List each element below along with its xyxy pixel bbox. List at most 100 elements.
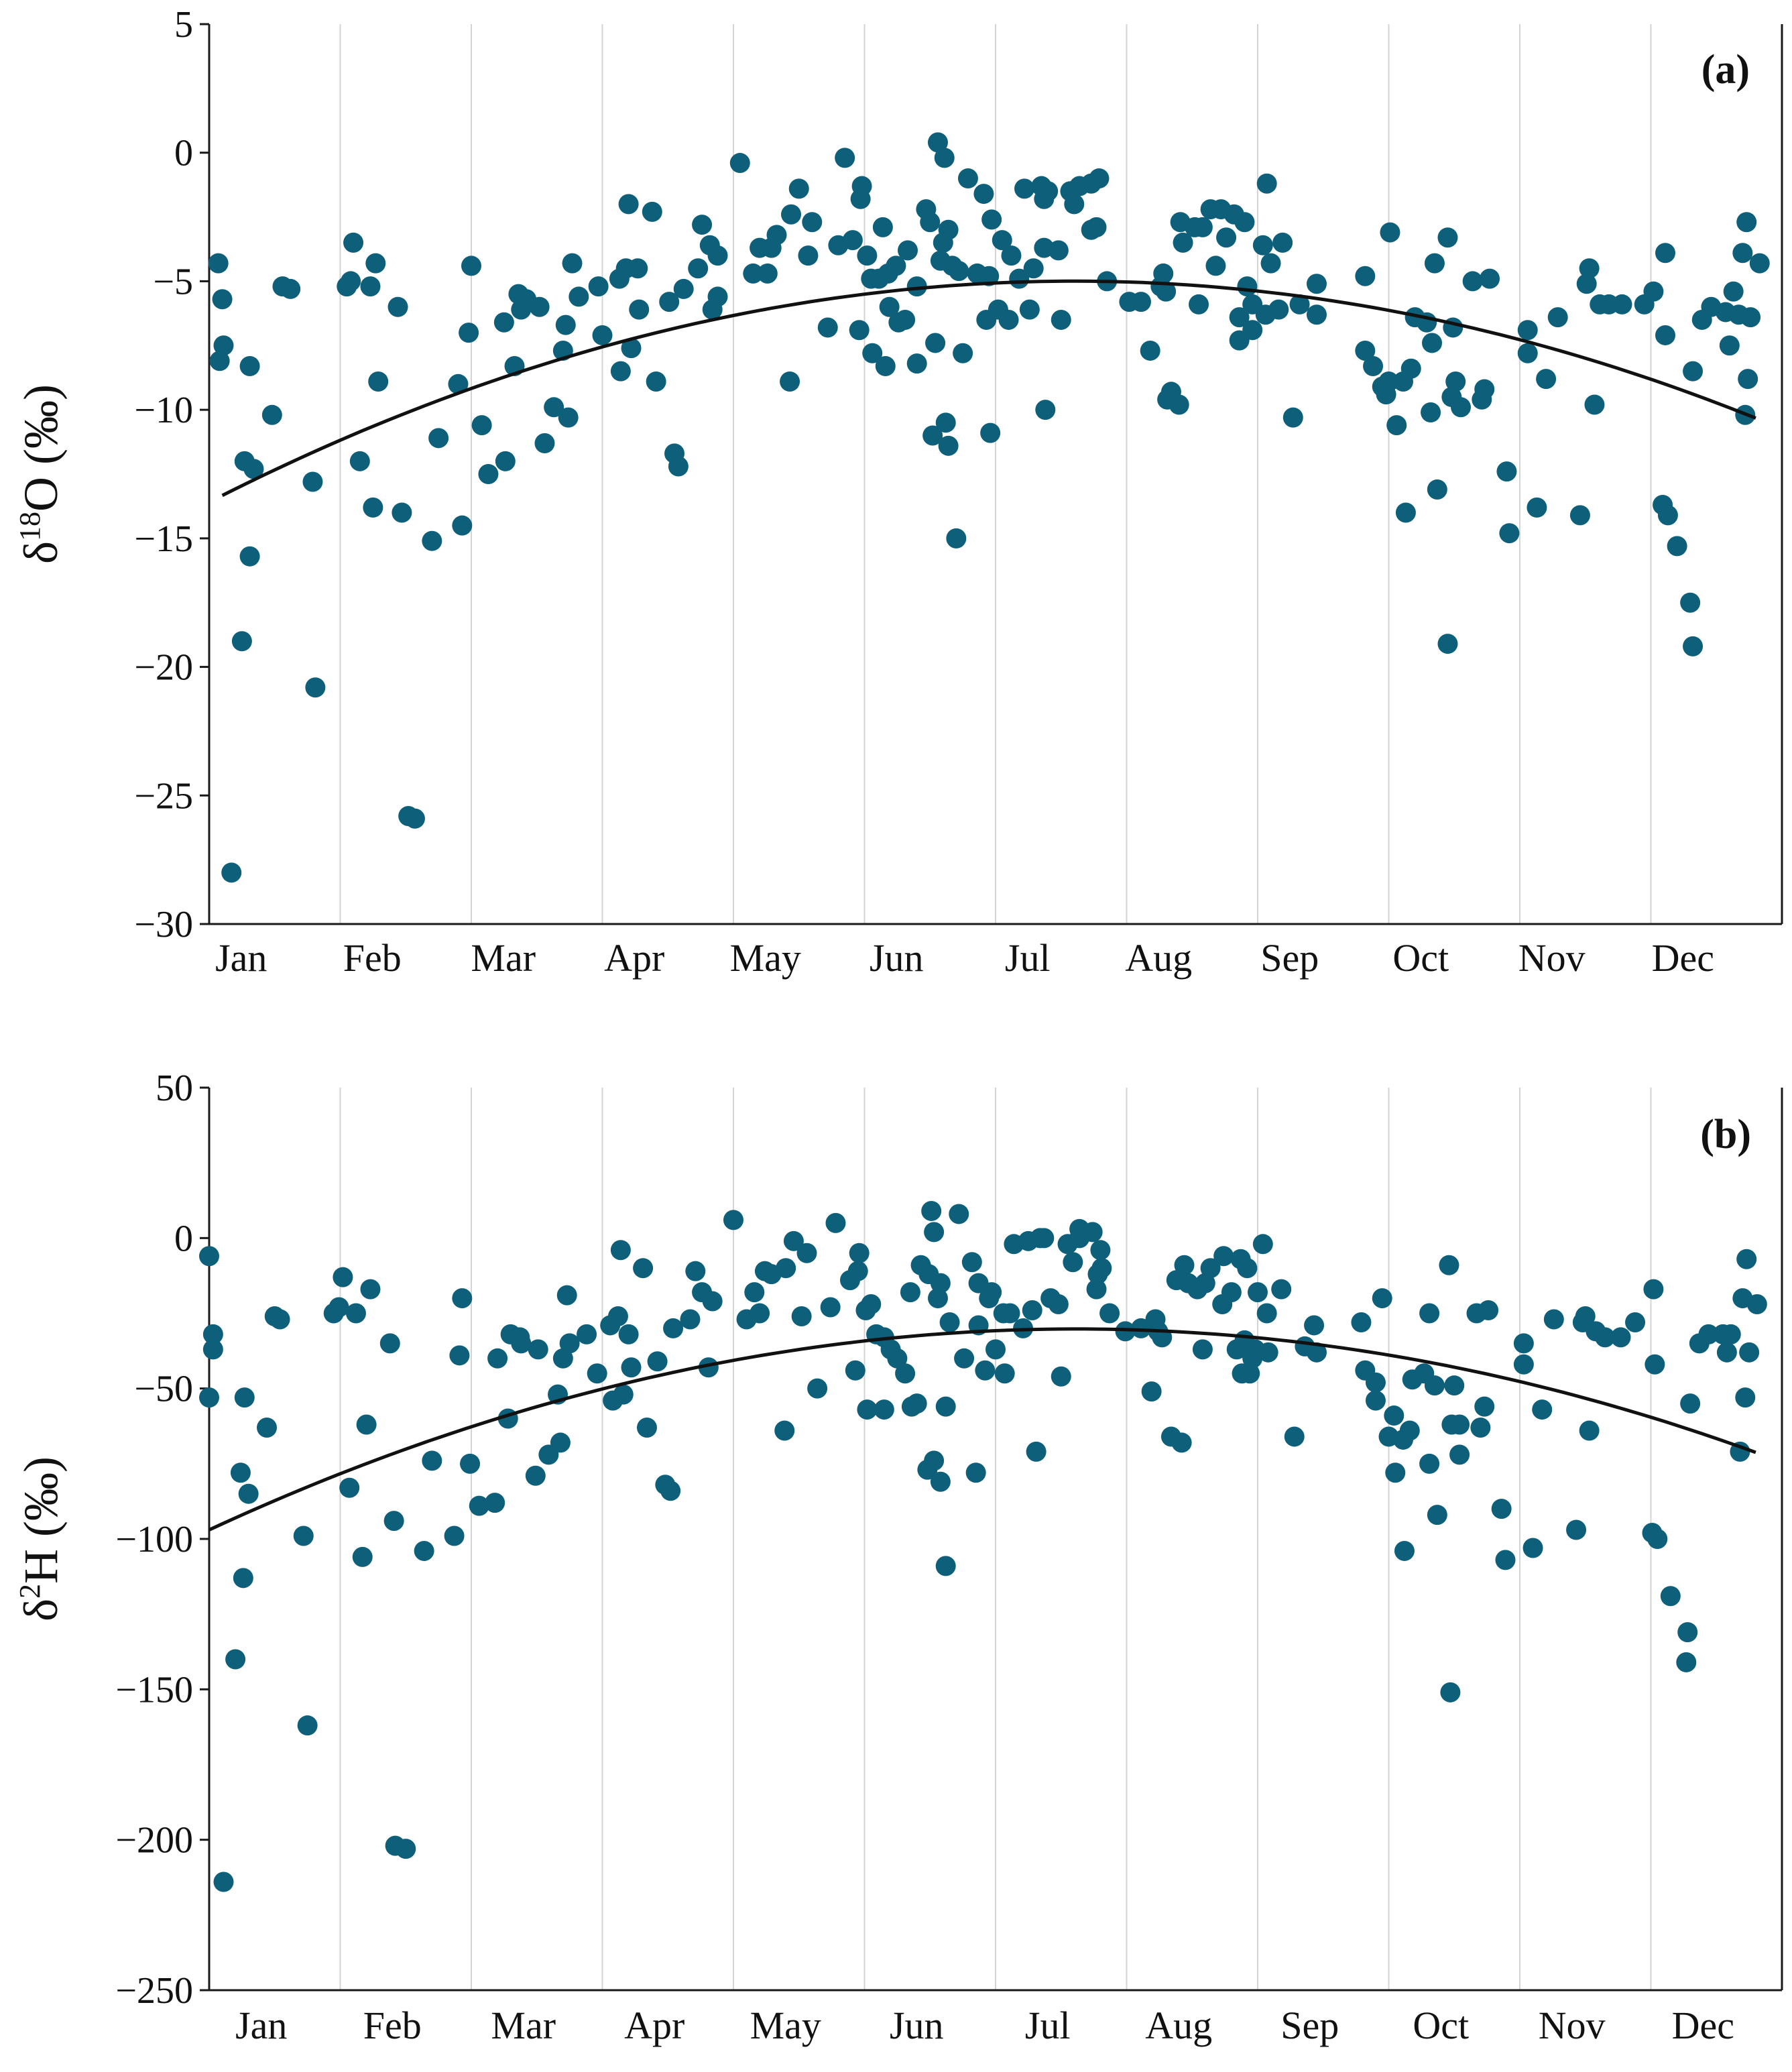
data-point xyxy=(1566,1519,1587,1540)
data-point xyxy=(1026,1441,1047,1462)
data-point xyxy=(1200,1258,1221,1279)
data-point xyxy=(1038,181,1059,202)
data-point xyxy=(257,1417,278,1438)
data-point xyxy=(796,1243,817,1263)
data-point xyxy=(487,1348,508,1369)
data-point xyxy=(368,371,389,392)
y-tick-label: −50 xyxy=(134,1369,193,1410)
data-point xyxy=(646,371,666,392)
data-point xyxy=(788,178,809,199)
data-point xyxy=(613,1384,634,1405)
data-point xyxy=(461,255,481,276)
data-point xyxy=(906,1393,927,1414)
month-label: Feb xyxy=(363,2004,422,2047)
data-point xyxy=(1527,497,1547,518)
data-point xyxy=(261,404,282,425)
data-point xyxy=(1282,407,1303,428)
data-point xyxy=(1495,1550,1516,1570)
data-point xyxy=(1723,281,1744,302)
data-point xyxy=(1272,232,1293,253)
data-point xyxy=(825,1212,846,1233)
data-point xyxy=(1385,1462,1406,1483)
data-point xyxy=(723,1210,743,1230)
month-label: Feb xyxy=(343,936,402,980)
data-point xyxy=(1720,1324,1741,1344)
data-point xyxy=(1268,299,1289,320)
data-point xyxy=(1014,178,1035,199)
month-gridlines xyxy=(339,24,1652,924)
data-point xyxy=(783,1230,804,1251)
data-point xyxy=(924,1222,945,1243)
data-point xyxy=(239,546,260,567)
data-point xyxy=(1221,1282,1242,1303)
data-point xyxy=(636,1417,657,1438)
data-point xyxy=(1271,1279,1292,1300)
data-point xyxy=(1306,1342,1327,1363)
data-point xyxy=(1394,1540,1415,1561)
data-point xyxy=(1365,1372,1386,1393)
data-point xyxy=(345,1303,366,1324)
data-point xyxy=(349,451,370,471)
data-point xyxy=(1237,276,1258,297)
data-point xyxy=(820,1297,841,1318)
data-point xyxy=(673,278,694,299)
data-point xyxy=(744,1282,765,1303)
y-axis-label: δ18O (‰) xyxy=(13,384,68,564)
data-point xyxy=(628,258,648,279)
data-point xyxy=(478,464,499,484)
data-point xyxy=(791,1306,812,1326)
data-point xyxy=(965,1462,986,1483)
data-point xyxy=(1647,1529,1668,1549)
y-tick-label: −250 xyxy=(115,1970,193,2012)
data-point xyxy=(1237,1258,1258,1279)
data-point xyxy=(1579,1420,1600,1441)
data-point xyxy=(817,317,838,338)
data-point xyxy=(979,266,1000,286)
data-point xyxy=(1086,1279,1107,1300)
data-point xyxy=(396,1839,416,1859)
data-point xyxy=(293,1526,314,1546)
data-point xyxy=(935,412,956,433)
data-point xyxy=(422,530,442,551)
data-point xyxy=(297,1715,318,1736)
data-point xyxy=(961,1252,982,1273)
data-point xyxy=(1513,1354,1534,1375)
data-point xyxy=(448,373,469,394)
data-point xyxy=(428,428,449,449)
data-point xyxy=(633,1258,654,1279)
data-point xyxy=(199,1387,219,1408)
data-point xyxy=(862,343,883,363)
data-point xyxy=(953,343,973,363)
data-point xyxy=(556,1285,577,1306)
data-point xyxy=(525,1465,546,1486)
data-point xyxy=(757,263,778,284)
data-point xyxy=(356,1414,377,1435)
data-point xyxy=(938,435,959,456)
data-point xyxy=(766,225,787,245)
data-point xyxy=(1612,294,1632,314)
data-point xyxy=(935,1396,956,1417)
data-point xyxy=(1719,335,1740,356)
month-label: Jun xyxy=(890,2004,944,2047)
panel-label: (b) xyxy=(1700,1112,1751,1157)
month-label: Jun xyxy=(870,936,924,980)
data-point xyxy=(1156,281,1177,302)
data-point xyxy=(798,245,819,266)
data-point xyxy=(1462,271,1483,292)
data-point xyxy=(1449,1414,1470,1435)
y-axis-label-prefix: δ xyxy=(14,541,68,564)
data-point xyxy=(647,1351,668,1372)
data-point xyxy=(1491,1499,1512,1519)
data-point xyxy=(659,292,680,312)
data-point xyxy=(973,184,994,205)
data-point xyxy=(1000,1303,1020,1324)
data-point xyxy=(957,168,978,189)
data-point xyxy=(1569,505,1590,526)
data-point xyxy=(1399,1420,1420,1441)
data-point xyxy=(1517,320,1538,341)
month-label: Dec xyxy=(1672,2004,1734,2047)
data-point xyxy=(1657,505,1678,526)
data-point xyxy=(1424,253,1445,274)
data-point xyxy=(1667,536,1687,557)
data-point xyxy=(621,1357,642,1378)
